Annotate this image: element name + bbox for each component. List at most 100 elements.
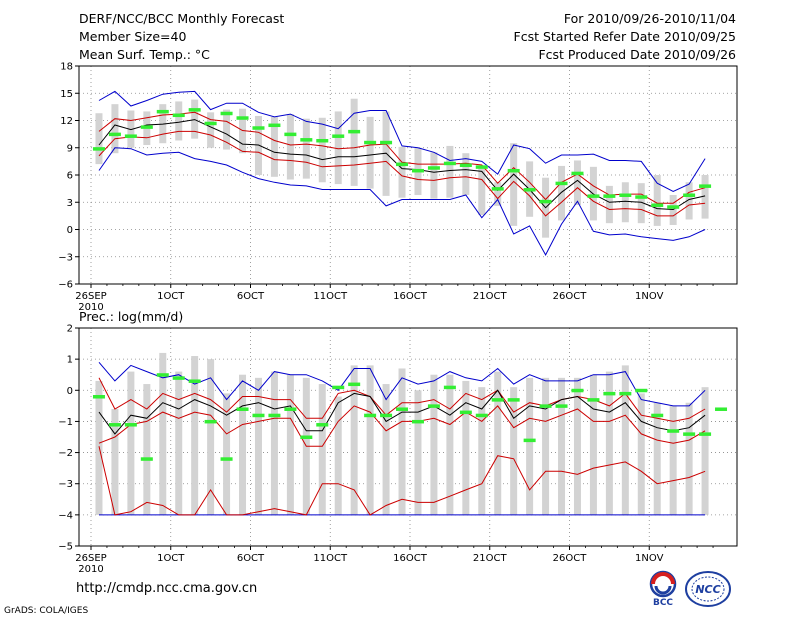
- temp-xtick-label-2: 6OCT: [237, 291, 265, 302]
- prec-xtick-label-4: 16OCT: [393, 553, 428, 564]
- prec-median-marker-12: [284, 407, 297, 411]
- temp-median-marker-30: [571, 171, 584, 176]
- prec-ensemble-bar-5: [175, 371, 183, 515]
- prec-ytick-label-0: −5: [58, 542, 73, 553]
- temp-line-mean_minus_sd: [98, 130, 706, 217]
- temp-median-marker-24: [475, 165, 488, 169]
- prec-median-marker-33: [619, 391, 632, 396]
- prec-median-marker-17: [364, 413, 377, 418]
- prec-line-min: [98, 446, 706, 516]
- temp-ensemble-bar-16: [350, 98, 358, 186]
- prec-line-mean_minus_sd: [98, 405, 706, 447]
- prec-ensemble-bar-6: [191, 356, 199, 515]
- temp-ensemble-bar-26: [510, 143, 518, 226]
- temp-xtick-label-3: 11OCT: [313, 291, 348, 302]
- temp-xtick-sublabel-0: 2010: [78, 302, 103, 313]
- prec-ensemble-bar-4: [159, 352, 167, 515]
- prec-ensemble-bar-2: [127, 371, 135, 515]
- prec-xtick-label-2: 6OCT: [237, 553, 265, 564]
- prec-median-marker-36: [667, 429, 680, 433]
- temp-xtick-label-6: 26OCT: [553, 291, 588, 302]
- prec-median-marker-2: [124, 423, 137, 427]
- temp-ytick-label-8: 18: [60, 62, 73, 73]
- temp-median-marker-35: [651, 203, 664, 207]
- prec-ensemble-bar-22: [446, 374, 454, 515]
- temp-ensemble-bar-24: [478, 165, 486, 215]
- precip-panel-title: Prec.: log(mm/d): [79, 309, 183, 324]
- prec-ensemble-bar-30: [573, 377, 581, 515]
- temp-median-marker-10: [252, 126, 265, 130]
- prec-median-marker-26: [507, 398, 520, 402]
- prec-line-mean_plus_sd: [98, 377, 706, 422]
- prec-plot-frame: [78, 327, 738, 547]
- prec-ensemble-bar-1: [111, 408, 119, 515]
- prec-ensemble-bar-25: [494, 371, 502, 515]
- temp-ensemble-bar-29: [558, 165, 566, 221]
- prec-median-marker-23: [459, 410, 472, 415]
- temp-line-min: [98, 147, 706, 256]
- forecast-title: DERF/NCC/BCC Monthly Forecast: [79, 11, 285, 26]
- prec-median-marker-0: [92, 395, 105, 399]
- temp-ensemble-bar-15: [334, 111, 342, 185]
- temp-median-marker-16: [348, 129, 361, 134]
- prec-ensemble-bar-34: [637, 393, 645, 515]
- prec-ensemble-bar-19: [398, 368, 406, 515]
- temp-ensemble-bar-12: [286, 114, 294, 180]
- prec-ytick-label-3: −2: [58, 448, 73, 459]
- temp-median-marker-14: [316, 138, 329, 143]
- temp-median-marker-0: [92, 147, 105, 151]
- temp-ensemble-bar-7: [207, 112, 215, 148]
- temp-ensemble-bar-22: [446, 145, 454, 198]
- temp-median-marker-20: [411, 168, 424, 173]
- forecast-produced-date: Fcst Produced Date 2010/09/26: [538, 47, 736, 62]
- prec-median-marker-22: [443, 385, 456, 390]
- prec-median-marker-10: [252, 413, 265, 418]
- prec-ensemble-bar-11: [270, 371, 278, 515]
- prec-median-marker-38: [699, 432, 712, 436]
- prec-ensemble-bar-27: [526, 377, 534, 515]
- temp-ytick-label-7: 15: [60, 89, 73, 100]
- prec-ensemble-bar-15: [334, 396, 342, 515]
- prec-ytick-label-7: 2: [67, 324, 73, 335]
- prec-median-marker-18: [380, 413, 393, 418]
- temp-median-marker-3: [140, 125, 153, 129]
- prec-ytick-label-5: 0: [67, 386, 73, 397]
- prec-xtick-label-1: 1OCT: [157, 553, 185, 564]
- temp-ensemble-bar-1: [111, 104, 119, 154]
- temp-ensemble-bar-33: [621, 182, 629, 223]
- temp-ytick-label-2: 0: [67, 225, 73, 236]
- prec-ensemble-bar-32: [605, 371, 613, 515]
- forecast-start-date: Fcst Started Refer Date 2010/09/25: [513, 29, 737, 44]
- temp-ytick-label-1: −3: [58, 252, 73, 263]
- temp-median-marker-21: [427, 166, 440, 170]
- source-url[interactable]: http://cmdp.ncc.cma.gov.cn: [76, 581, 258, 596]
- prec-median-marker-28: [539, 404, 552, 408]
- prec-median-marker-39: [715, 407, 728, 411]
- prec-median-marker-30: [571, 388, 584, 393]
- prec-median-marker-6: [188, 379, 201, 383]
- prec-line-mean: [98, 389, 706, 435]
- prec-ensemble-bar-36: [669, 405, 677, 515]
- variable-label: Mean Surf. Temp.: °C: [79, 47, 210, 62]
- temp-median-marker-8: [220, 111, 233, 116]
- temp-line-max: [98, 90, 706, 192]
- temp-median-marker-7: [204, 121, 217, 126]
- temp-ensemble-bar-35: [653, 175, 661, 226]
- temp-median-marker-28: [539, 199, 552, 204]
- temp-ytick-label-4: 6: [67, 171, 73, 182]
- prec-ensemble-bar-9: [239, 374, 247, 515]
- prec-ensemble-bar-21: [430, 374, 438, 515]
- temp-median-marker-17: [364, 140, 377, 145]
- prec-median-marker-34: [635, 388, 648, 393]
- temp-median-marker-19: [396, 162, 409, 167]
- temp-median-marker-36: [667, 205, 680, 209]
- temp-ensemble-bar-32: [605, 185, 613, 224]
- grads-credit: GrADS: COLA/IGES: [4, 606, 89, 616]
- temp-median-marker-33: [619, 193, 632, 197]
- temp-median-marker-11: [268, 123, 281, 128]
- temp-ensemble-bar-8: [223, 109, 231, 150]
- prec-xtick-label-0: 26SEP: [75, 553, 106, 564]
- temp-median-marker-27: [523, 188, 536, 192]
- temp-ytick-label-6: 12: [60, 116, 73, 127]
